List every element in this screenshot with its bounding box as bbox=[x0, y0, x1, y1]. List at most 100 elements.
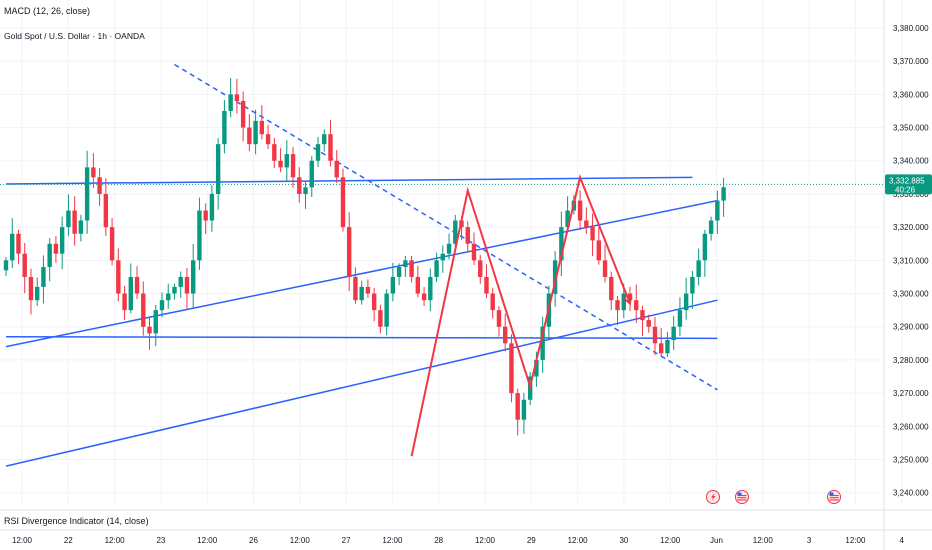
flag-stripe bbox=[737, 499, 747, 501]
flag-stripe bbox=[829, 495, 839, 497]
candle-body bbox=[496, 310, 502, 327]
candle-body bbox=[59, 227, 65, 254]
candle-body bbox=[215, 144, 221, 194]
candle-body bbox=[53, 243, 59, 254]
flag-canton bbox=[737, 492, 742, 496]
candle-body bbox=[41, 266, 46, 287]
candle-body bbox=[72, 210, 77, 234]
candle-body bbox=[22, 253, 27, 277]
candle-body bbox=[297, 177, 302, 194]
candle-body bbox=[134, 276, 140, 294]
price-tick-label: 3,300.000 bbox=[893, 290, 929, 299]
price-tick-label: 3,250.000 bbox=[893, 456, 929, 465]
candle-body bbox=[47, 243, 52, 267]
candle-body bbox=[671, 326, 676, 341]
candle-body bbox=[10, 233, 15, 261]
time-tick-label: 3 bbox=[807, 536, 812, 545]
candle-body bbox=[378, 310, 383, 327]
price-tick-label: 3,280.000 bbox=[893, 356, 929, 365]
projection-pattern bbox=[410, 174, 633, 457]
candle-body bbox=[621, 293, 626, 311]
price-tick-label: 3,370.000 bbox=[893, 57, 929, 66]
candle-body bbox=[116, 260, 121, 294]
candle-body bbox=[478, 260, 483, 277]
candle-body bbox=[166, 293, 171, 301]
candle-body bbox=[609, 276, 614, 301]
candle-body bbox=[153, 310, 158, 334]
candle-body bbox=[228, 94, 233, 111]
flag-stripe bbox=[737, 497, 747, 499]
trendline-descending-dashed bbox=[174, 63, 718, 391]
projection-arrowhead bbox=[622, 294, 633, 306]
candle-body bbox=[278, 160, 283, 168]
bar-countdown: 40:26 bbox=[895, 185, 916, 194]
candle-body bbox=[702, 233, 708, 261]
candle-body bbox=[509, 343, 514, 394]
candle-body bbox=[222, 110, 227, 145]
candle-body bbox=[652, 326, 658, 344]
time-tick-label: 4 bbox=[899, 536, 904, 545]
price-axis[interactable]: 3,240.000 3,250.000 3,260.000 3,270.000 3,28… bbox=[883, 0, 932, 550]
candle-body bbox=[453, 220, 458, 244]
time-tick-label: 12:00 bbox=[660, 536, 681, 545]
candle-body bbox=[415, 276, 421, 294]
candle-body bbox=[272, 144, 277, 161]
flag-canton bbox=[829, 492, 834, 496]
flag-stripe bbox=[829, 497, 839, 499]
candle-body bbox=[596, 240, 601, 261]
candle-body bbox=[677, 310, 683, 327]
candle-body bbox=[178, 276, 183, 287]
chart-grid bbox=[0, 0, 932, 511]
candle-body bbox=[428, 276, 433, 301]
candle-body bbox=[584, 220, 589, 228]
time-axis[interactable]: 12:00 22 12:00 23 12:00 26 12:00 27 12:00 28 12:00… bbox=[0, 529, 932, 545]
candle-body bbox=[284, 154, 289, 168]
candle-body bbox=[334, 160, 339, 178]
candle-body bbox=[303, 187, 308, 194]
candle-body bbox=[521, 399, 527, 420]
candle-body bbox=[696, 260, 701, 277]
time-tick-label: 22 bbox=[64, 536, 73, 545]
trendline-support-horizontal bbox=[5, 335, 718, 340]
candle-body bbox=[147, 326, 152, 334]
macd-indicator-label[interactable]: MACD (12, 26, close) bbox=[4, 6, 91, 16]
candle-body bbox=[122, 293, 127, 311]
candle-body bbox=[128, 276, 133, 311]
candle-body bbox=[172, 286, 177, 294]
candle-body bbox=[634, 300, 639, 311]
candle-body bbox=[409, 260, 414, 277]
chart-title: Gold Spot / U.S. Dollar · 1h · OANDA bbox=[4, 31, 145, 41]
lightning-glyph bbox=[711, 493, 716, 501]
candle-body bbox=[328, 134, 333, 161]
event-icons bbox=[706, 490, 841, 504]
candle-body bbox=[247, 127, 252, 145]
candle-body bbox=[78, 220, 84, 234]
candle-body bbox=[484, 276, 489, 294]
candle-body bbox=[565, 210, 570, 228]
candle-body bbox=[16, 233, 21, 254]
candle-body bbox=[577, 200, 583, 221]
time-tick-label: 12:00 bbox=[197, 536, 218, 545]
candle-body bbox=[465, 227, 470, 244]
candle-body bbox=[290, 154, 296, 178]
candle-body bbox=[322, 134, 327, 145]
candle-body bbox=[35, 286, 40, 301]
zigzag-projection bbox=[410, 174, 631, 457]
flag-stripe bbox=[737, 495, 747, 497]
price-tick-label: 3,340.000 bbox=[893, 157, 929, 166]
candle-body bbox=[28, 276, 34, 301]
price-tick-label: 3,350.000 bbox=[893, 124, 929, 133]
time-tick-label: 28 bbox=[434, 536, 443, 545]
time-tick-label: 12:00 bbox=[568, 536, 589, 545]
price-tick-label: 3,320.000 bbox=[893, 223, 929, 232]
rsi-indicator-label[interactable]: RSI Divergence Indicator (14, close) bbox=[4, 516, 149, 526]
candle-body bbox=[265, 134, 271, 145]
candle-body bbox=[91, 167, 96, 178]
candle-body bbox=[359, 286, 364, 301]
candle-body bbox=[309, 160, 314, 188]
candle-body bbox=[259, 120, 265, 135]
candle-body bbox=[708, 220, 714, 234]
trendline-rising-channel-lower bbox=[5, 299, 718, 467]
